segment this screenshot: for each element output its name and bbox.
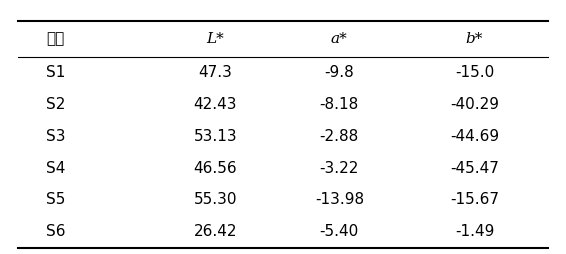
Text: -44.69: -44.69 xyxy=(450,129,499,144)
Text: -3.22: -3.22 xyxy=(320,161,359,176)
Text: 26.42: 26.42 xyxy=(194,224,237,239)
Text: -15.67: -15.67 xyxy=(450,192,499,207)
Text: S2: S2 xyxy=(46,97,66,112)
Text: 42.43: 42.43 xyxy=(194,97,237,112)
Text: S6: S6 xyxy=(46,224,66,239)
Text: 55.30: 55.30 xyxy=(194,192,237,207)
Text: S3: S3 xyxy=(46,129,66,144)
Text: L*: L* xyxy=(207,32,224,46)
Text: 47.3: 47.3 xyxy=(199,65,233,80)
Text: -1.49: -1.49 xyxy=(455,224,494,239)
Text: 46.56: 46.56 xyxy=(194,161,237,176)
Text: -8.18: -8.18 xyxy=(320,97,359,112)
Text: -13.98: -13.98 xyxy=(315,192,364,207)
Text: S5: S5 xyxy=(46,192,66,207)
Text: -40.29: -40.29 xyxy=(450,97,499,112)
Text: 样品: 样品 xyxy=(46,31,65,46)
Text: a*: a* xyxy=(331,32,348,46)
Text: -45.47: -45.47 xyxy=(450,161,499,176)
Text: b*: b* xyxy=(466,32,483,46)
Text: -5.40: -5.40 xyxy=(320,224,359,239)
Text: 53.13: 53.13 xyxy=(194,129,237,144)
Text: -9.8: -9.8 xyxy=(324,65,354,80)
Text: -15.0: -15.0 xyxy=(455,65,494,80)
Text: S1: S1 xyxy=(46,65,66,80)
Text: -2.88: -2.88 xyxy=(320,129,359,144)
Text: S4: S4 xyxy=(46,161,66,176)
